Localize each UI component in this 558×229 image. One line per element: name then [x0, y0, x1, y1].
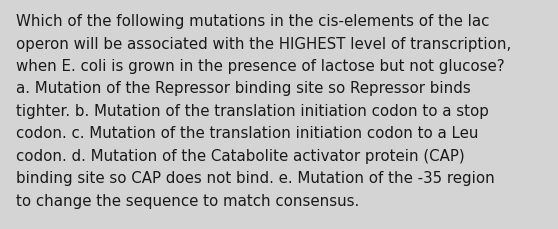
Text: a. Mutation of the Repressor binding site so Repressor binds: a. Mutation of the Repressor binding sit… — [16, 81, 470, 96]
Text: codon. d. Mutation of the Catabolite activator protein (CAP): codon. d. Mutation of the Catabolite act… — [16, 148, 464, 163]
Text: Which of the following mutations in the cis-elements of the lac: Which of the following mutations in the … — [16, 14, 489, 29]
Text: when E. coli is grown in the presence of lactose but not glucose?: when E. coli is grown in the presence of… — [16, 59, 504, 74]
Text: tighter. b. Mutation of the translation initiation codon to a stop: tighter. b. Mutation of the translation … — [16, 104, 488, 118]
Text: operon will be associated with the HIGHEST level of transcription,: operon will be associated with the HIGHE… — [16, 36, 511, 51]
Text: binding site so CAP does not bind. e. Mutation of the -35 region: binding site so CAP does not bind. e. Mu… — [16, 171, 494, 186]
Text: to change the sequence to match consensus.: to change the sequence to match consensu… — [16, 193, 359, 208]
Text: codon. c. Mutation of the translation initiation codon to a Leu: codon. c. Mutation of the translation in… — [16, 126, 478, 141]
